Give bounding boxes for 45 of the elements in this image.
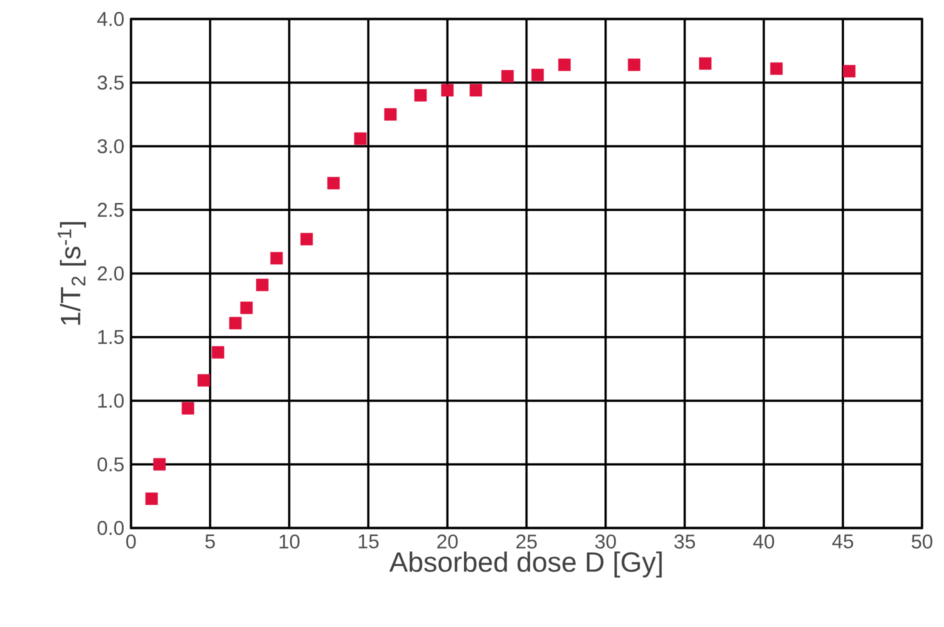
y-tick-label: 2.5 xyxy=(98,202,124,217)
point xyxy=(153,458,166,471)
y-tick-label: 2.0 xyxy=(98,266,124,281)
y-tick-label: 1.5 xyxy=(98,330,124,344)
x-tick-label: 25 xyxy=(516,534,537,549)
x-axis-title: Absorbed dose D [Gy] xyxy=(389,551,662,578)
point xyxy=(628,58,640,71)
x-tick-label: 50 xyxy=(912,534,932,549)
point xyxy=(470,84,482,96)
point xyxy=(558,58,571,71)
point xyxy=(182,402,194,415)
x-tick-label: 35 xyxy=(674,534,695,549)
point xyxy=(145,492,158,505)
point xyxy=(531,68,544,82)
y-tick-label: 3.0 xyxy=(98,139,124,154)
point xyxy=(256,278,269,292)
point xyxy=(699,57,712,70)
x-tick-label: 40 xyxy=(753,534,774,549)
x-tick-label: 20 xyxy=(437,534,458,549)
y-tick-label: 4.0 xyxy=(97,12,124,26)
y-tick-label: 3.5 xyxy=(98,76,124,90)
point xyxy=(770,62,783,75)
x-tick-label: 30 xyxy=(595,534,616,549)
point xyxy=(300,232,313,246)
point xyxy=(327,176,340,190)
point xyxy=(441,84,454,96)
point xyxy=(354,132,367,145)
point xyxy=(270,252,283,264)
x-tick-label: 15 xyxy=(358,534,379,548)
point xyxy=(240,302,253,314)
y-tick-label: 0.5 xyxy=(98,457,124,472)
point xyxy=(414,89,427,102)
point xyxy=(843,64,856,78)
x-tick-label: 45 xyxy=(832,534,854,548)
point xyxy=(229,316,242,330)
point xyxy=(198,374,210,387)
point xyxy=(212,346,224,359)
y-tick-label: 1.0 xyxy=(98,394,124,408)
x-tick-label: 5 xyxy=(205,534,215,548)
point xyxy=(501,70,514,82)
y-axis-title: 1/T$_{2}$ [s$^{-1}$] xyxy=(58,222,86,325)
point xyxy=(384,108,397,121)
y-tick-label: 0.0 xyxy=(98,520,124,536)
x-tick-label: 0 xyxy=(126,534,136,549)
x-tick-label: 10 xyxy=(280,534,300,549)
